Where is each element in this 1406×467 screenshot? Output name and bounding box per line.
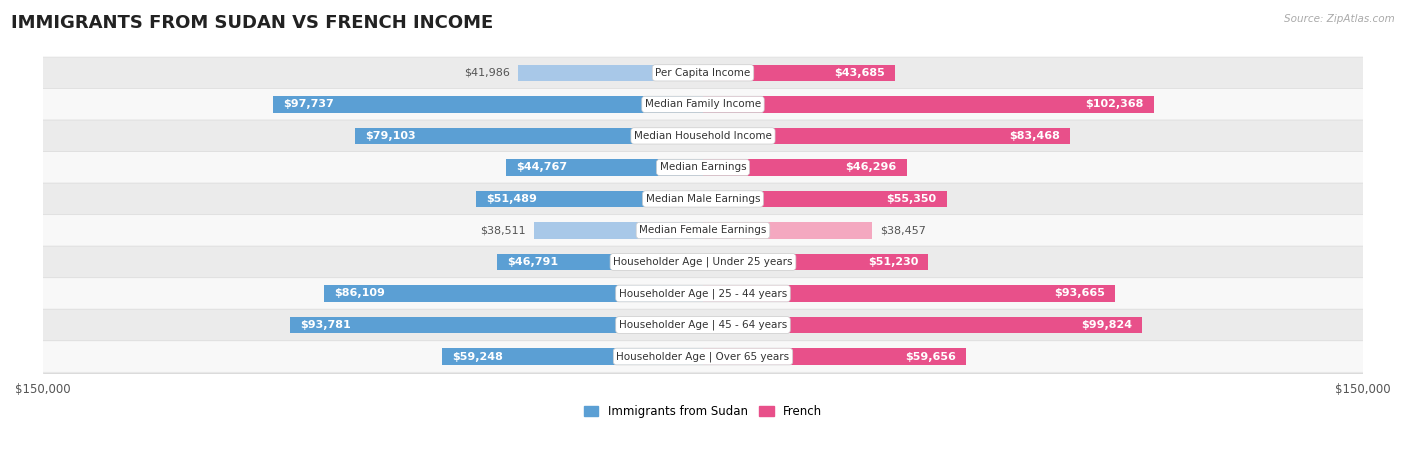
FancyBboxPatch shape	[30, 152, 1376, 183]
Text: Householder Age | Under 25 years: Householder Age | Under 25 years	[613, 257, 793, 267]
Text: Householder Age | 25 - 44 years: Householder Age | 25 - 44 years	[619, 288, 787, 299]
Text: $51,230: $51,230	[868, 257, 918, 267]
Bar	[703, 222, 872, 239]
Text: $51,489: $51,489	[486, 194, 537, 204]
Bar	[443, 348, 703, 365]
FancyBboxPatch shape	[30, 309, 1376, 341]
Text: $86,109: $86,109	[333, 289, 385, 298]
Text: Per Capita Income: Per Capita Income	[655, 68, 751, 78]
Text: Householder Age | 45 - 64 years: Householder Age | 45 - 64 years	[619, 320, 787, 330]
FancyBboxPatch shape	[30, 341, 1376, 372]
Text: Source: ZipAtlas.com: Source: ZipAtlas.com	[1284, 14, 1395, 24]
FancyBboxPatch shape	[30, 57, 1376, 89]
Text: $79,103: $79,103	[364, 131, 415, 141]
FancyBboxPatch shape	[30, 246, 1376, 278]
FancyBboxPatch shape	[30, 215, 1376, 246]
Text: $59,248: $59,248	[453, 352, 503, 361]
Text: $102,368: $102,368	[1085, 99, 1143, 109]
Bar	[703, 159, 907, 176]
Text: $55,350: $55,350	[887, 194, 936, 204]
Bar	[290, 317, 703, 333]
Text: $46,791: $46,791	[508, 257, 558, 267]
Legend: Immigrants from Sudan, French: Immigrants from Sudan, French	[579, 401, 827, 423]
Bar	[273, 96, 703, 113]
FancyBboxPatch shape	[30, 120, 1376, 152]
Text: $44,767: $44,767	[516, 163, 567, 172]
Bar	[703, 64, 896, 81]
Text: $38,511: $38,511	[479, 226, 526, 235]
Text: Median Household Income: Median Household Income	[634, 131, 772, 141]
Text: Householder Age | Over 65 years: Householder Age | Over 65 years	[616, 351, 790, 362]
Text: Median Male Earnings: Median Male Earnings	[645, 194, 761, 204]
Text: Median Family Income: Median Family Income	[645, 99, 761, 109]
Text: Median Female Earnings: Median Female Earnings	[640, 226, 766, 235]
Bar	[477, 191, 703, 207]
Text: $41,986: $41,986	[464, 68, 510, 78]
FancyBboxPatch shape	[30, 183, 1376, 215]
Bar	[703, 285, 1115, 302]
Text: $93,781: $93,781	[299, 320, 352, 330]
Text: $83,468: $83,468	[1010, 131, 1060, 141]
Text: $99,824: $99,824	[1081, 320, 1132, 330]
FancyBboxPatch shape	[30, 278, 1376, 309]
Bar	[519, 64, 703, 81]
Bar	[703, 254, 928, 270]
Text: $46,296: $46,296	[845, 163, 897, 172]
Bar	[703, 317, 1142, 333]
Text: Median Earnings: Median Earnings	[659, 163, 747, 172]
Bar	[703, 96, 1153, 113]
Bar	[533, 222, 703, 239]
Bar	[323, 285, 703, 302]
Bar	[703, 127, 1070, 144]
Bar	[498, 254, 703, 270]
Bar	[703, 348, 966, 365]
Text: $93,665: $93,665	[1054, 289, 1105, 298]
Bar	[506, 159, 703, 176]
Bar	[703, 191, 946, 207]
Text: $38,457: $38,457	[880, 226, 927, 235]
Text: $43,685: $43,685	[835, 68, 886, 78]
FancyBboxPatch shape	[30, 89, 1376, 120]
Bar	[354, 127, 703, 144]
Text: $97,737: $97,737	[283, 99, 333, 109]
Text: IMMIGRANTS FROM SUDAN VS FRENCH INCOME: IMMIGRANTS FROM SUDAN VS FRENCH INCOME	[11, 14, 494, 32]
Text: $59,656: $59,656	[905, 352, 956, 361]
